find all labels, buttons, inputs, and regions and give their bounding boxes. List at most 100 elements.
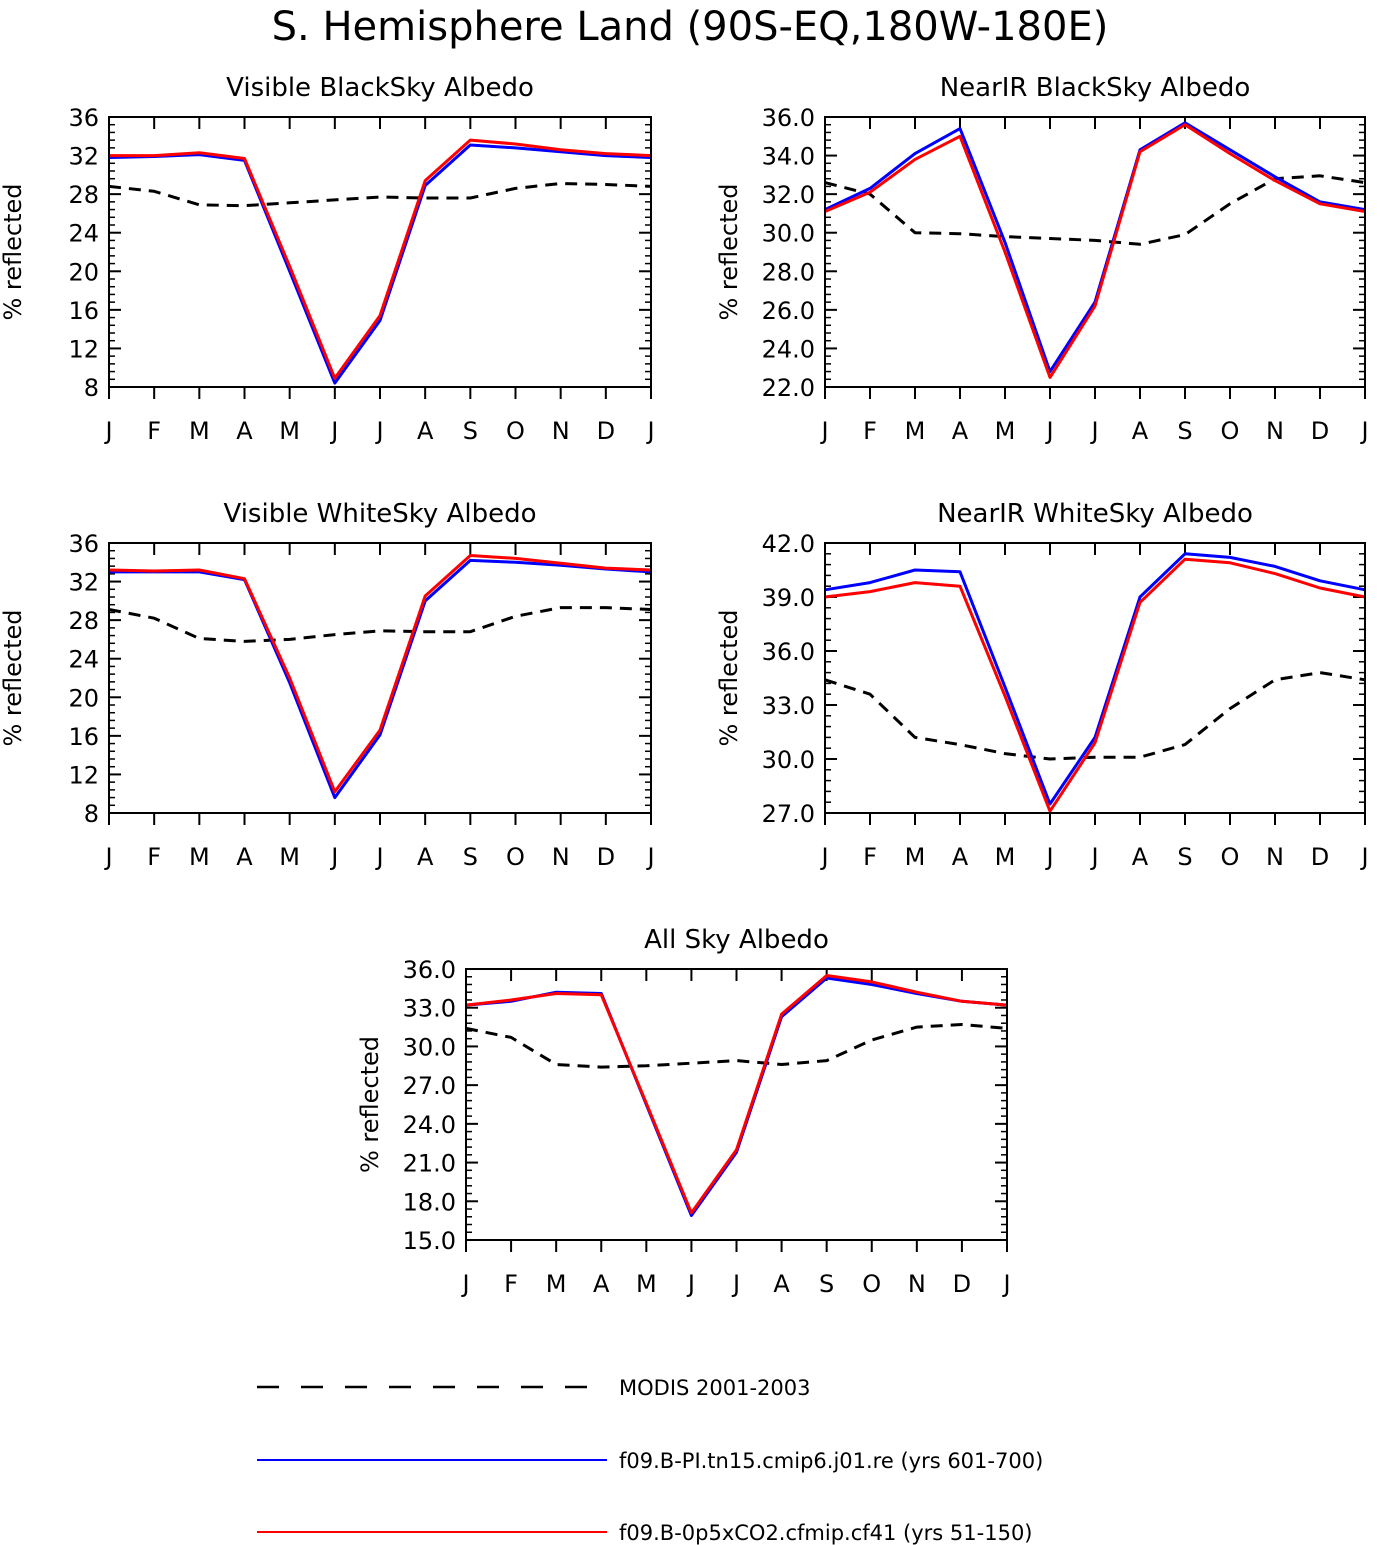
x-tick-label: F	[863, 417, 877, 445]
x-tick-label: M	[189, 843, 210, 871]
y-axis-label: % reflected	[0, 183, 27, 320]
x-tick-label: F	[504, 1270, 518, 1298]
plot-frame	[824, 116, 1366, 388]
x-tick-label: M	[995, 417, 1016, 445]
y-tick-label: 15.0	[403, 1227, 456, 1255]
y-tick-label: 30.0	[762, 746, 815, 774]
series-line-obs	[824, 671, 1366, 761]
x-tick-label: O	[862, 1270, 881, 1298]
x-tick-label: J	[103, 843, 112, 871]
x-tick-label: J	[329, 843, 338, 871]
y-tick-label: 28	[68, 607, 99, 635]
y-tick-label: 36	[68, 530, 99, 558]
x-tick-label: J	[645, 843, 654, 871]
panel-1: Visible BlackSky Albedo % reflected 8 12 16 2…	[0, 73, 655, 445]
x-tick-label: S	[1177, 417, 1192, 445]
y-tick-label: 36.0	[762, 638, 815, 666]
x-tick-label: J	[1359, 843, 1368, 871]
y-axis-label: % reflected	[356, 1036, 384, 1173]
x-tick-label: D	[1311, 843, 1329, 871]
y-tick-label: 33.0	[403, 995, 456, 1023]
x-tick-label: A	[1132, 843, 1149, 871]
x-tick-label: J	[1359, 417, 1368, 445]
y-tick-label: 21.0	[403, 1150, 456, 1178]
x-tick-label: N	[552, 843, 570, 871]
y-tick-label: 24.0	[403, 1111, 456, 1139]
x-tick-label: A	[417, 417, 434, 445]
panel-5: All Sky Albedo % reflected 15.0 18.0 21.0 24.…	[356, 925, 1011, 1298]
series-line-obs	[465, 1023, 1008, 1069]
x-tick-label: M	[995, 843, 1016, 871]
x-tick-label: S	[1177, 843, 1192, 871]
panel-title: NearIR WhiteSky Albedo	[937, 499, 1253, 529]
plot-frame	[824, 542, 1366, 814]
y-tick-label: 18.0	[403, 1188, 456, 1216]
x-tick-label: N	[1266, 843, 1284, 871]
x-tick-label: J	[1044, 843, 1053, 871]
x-tick-label: J	[1089, 843, 1098, 871]
series-line-obs	[108, 606, 652, 643]
plot-frame	[108, 542, 652, 814]
y-tick-label: 27.0	[762, 800, 815, 828]
x-tick-label: F	[147, 417, 161, 445]
y-tick-label: 36.0	[403, 956, 456, 984]
y-tick-label: 24	[68, 220, 99, 248]
x-tick-label: S	[463, 843, 478, 871]
y-tick-label: 42.0	[762, 530, 815, 558]
x-tick-label: O	[506, 417, 525, 445]
x-tick-label: J	[1089, 417, 1098, 445]
series-line-model1	[824, 552, 1366, 806]
x-tick-label: J	[103, 417, 112, 445]
x-tick-label: N	[552, 417, 570, 445]
y-tick-label: 24.0	[762, 335, 815, 363]
series-line-model1	[109, 558, 652, 800]
series-line-model2	[108, 554, 652, 794]
x-tick-label: A	[593, 1270, 610, 1298]
x-tick-label: A	[236, 417, 253, 445]
x-tick-label: S	[463, 417, 478, 445]
x-tick-label: F	[863, 843, 877, 871]
y-tick-label: 12	[68, 335, 99, 363]
x-tick-label: N	[908, 1270, 926, 1298]
x-tick-label: J	[1001, 1270, 1010, 1298]
panel-title: All Sky Albedo	[644, 925, 829, 955]
y-tick-label: 30.0	[762, 220, 815, 248]
y-tick-label: 20	[68, 258, 99, 286]
x-tick-label: J	[819, 843, 828, 871]
legend-label-obs: MODIS 2001-2003	[619, 1376, 810, 1400]
x-tick-label: A	[236, 843, 253, 871]
x-tick-label: A	[417, 843, 434, 871]
x-tick-label: N	[1266, 417, 1284, 445]
x-tick-label: J	[645, 417, 654, 445]
x-tick-label: O	[1221, 417, 1240, 445]
series-line-model2	[824, 123, 1366, 379]
panel-group: Visible BlackSky Albedo % reflected 8 12 16 2…	[0, 73, 1369, 1298]
panel-4: NearIR WhiteSky Albedo % reflected 27.0 30.…	[715, 499, 1369, 871]
y-tick-label: 36	[68, 104, 99, 132]
x-tick-label: J	[731, 1270, 740, 1298]
series-line-obs	[108, 182, 652, 208]
series-line-model1	[465, 976, 1008, 1217]
x-tick-label: D	[953, 1270, 971, 1298]
x-tick-label: J	[374, 843, 383, 871]
plot-frame	[108, 116, 652, 388]
x-tick-label: J	[329, 417, 338, 445]
x-tick-label: A	[952, 417, 969, 445]
series-line-model2	[465, 974, 1008, 1215]
x-tick-label: J	[819, 417, 828, 445]
y-tick-label: 32.0	[762, 181, 815, 209]
y-tick-label: 20	[68, 684, 99, 712]
plot-frame	[465, 968, 1008, 1241]
x-tick-label: M	[189, 417, 210, 445]
x-tick-label: D	[597, 417, 615, 445]
y-tick-label: 33.0	[762, 692, 815, 720]
x-tick-label: J	[1044, 417, 1053, 445]
x-tick-label: A	[952, 843, 969, 871]
y-tick-label: 26.0	[762, 297, 815, 325]
x-tick-label: O	[1221, 843, 1240, 871]
y-axis-label: % reflected	[0, 609, 27, 746]
y-tick-label: 16	[68, 297, 99, 325]
y-tick-label: 32	[68, 143, 99, 171]
y-tick-label: 28.0	[762, 258, 815, 286]
y-tick-label: 30.0	[403, 1033, 456, 1061]
